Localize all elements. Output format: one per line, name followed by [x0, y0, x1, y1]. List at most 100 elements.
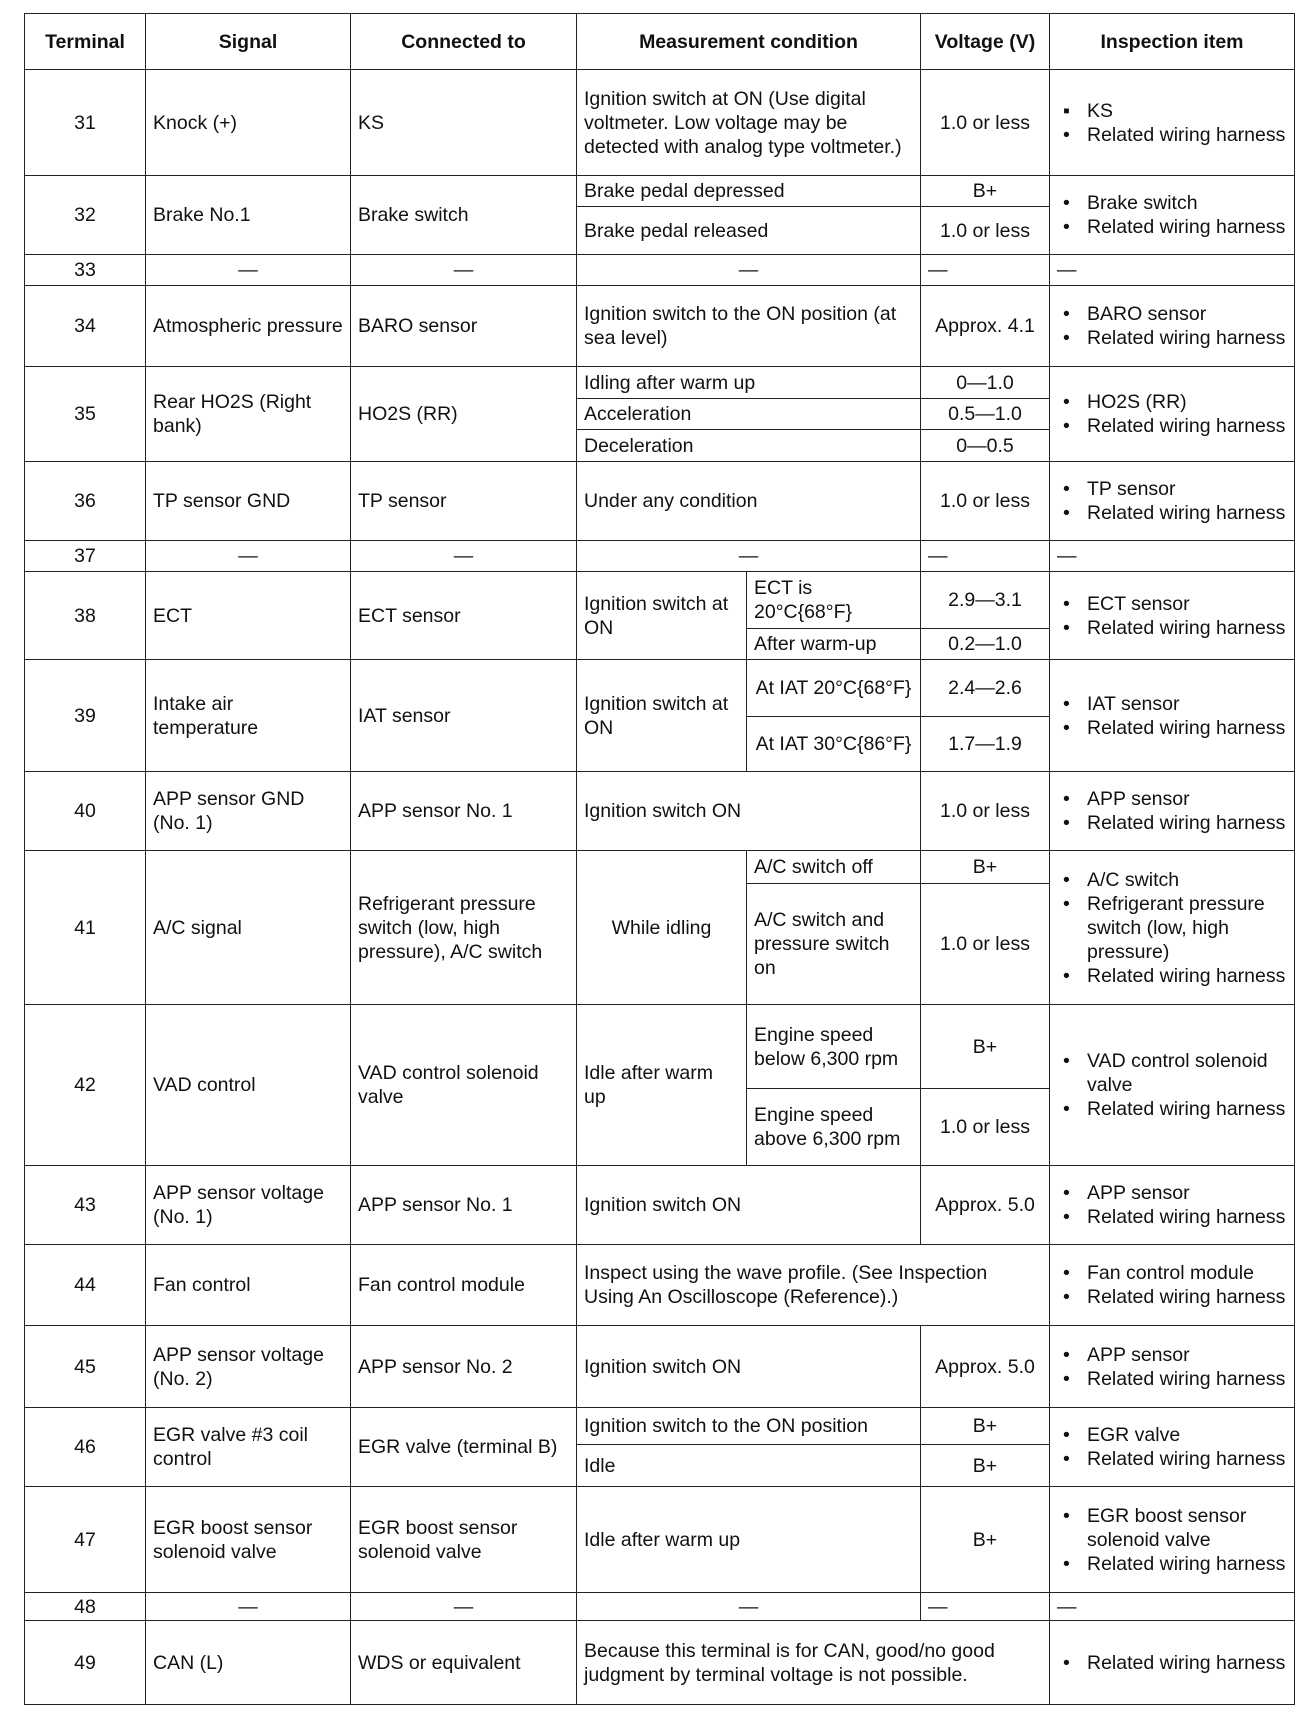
condition-cell: Acceleration [576, 398, 921, 430]
condition-cell: Ignition switch at ON (Use digital voltm… [576, 69, 921, 176]
condition-cell: A/C switch and pressure switch on [746, 883, 921, 1005]
terminal-cell: 46 [24, 1407, 146, 1487]
inspection-item: APP sensor [1057, 787, 1287, 811]
condition-cell: A/C switch off [746, 850, 921, 884]
condition-cell: Idle [576, 1444, 921, 1487]
table-row: 33— — — — — [24, 254, 1295, 286]
inspection-cell: A/C switchRefrigerant pressure switch (l… [1049, 850, 1295, 1005]
inspection-item: Related wiring harness [1057, 964, 1287, 988]
inspection-cell: ECT sensorRelated wiring harness [1049, 571, 1295, 660]
inspection-list: ECT sensorRelated wiring harness [1057, 592, 1287, 640]
condition-cell: Inspect using the wave profile. (See Ins… [576, 1244, 1050, 1326]
terminal-cell: 38 [24, 571, 146, 660]
inspection-item: HO2S (RR) [1057, 390, 1287, 414]
table-row: 32 Brake No.1 Brake switch Brake pedal depr… [24, 175, 1295, 255]
inspection-item: KS [1057, 99, 1287, 123]
inspection-list: A/C switchRefrigerant pressure switch (l… [1057, 868, 1287, 988]
signal-cell: VAD control [145, 1004, 351, 1166]
condition-cell: At IAT 20°C{68°F} [746, 659, 921, 717]
inspection-item: Related wiring harness [1057, 1447, 1287, 1471]
terminal-cell: 40 [24, 771, 146, 851]
voltage-cell: 1.7—1.9 [920, 716, 1050, 772]
condition-cell: Engine speed above 6,300 rpm [746, 1088, 921, 1166]
inspection-item: Related wiring harness [1057, 123, 1287, 147]
signal-cell: — [145, 254, 351, 286]
inspection-list: KSRelated wiring harness [1057, 99, 1287, 147]
condition-cell: Idle after warm up [576, 1486, 921, 1593]
signal-cell: APP sensor GND (No. 1) [145, 771, 351, 851]
condition-cell: Ignition switch ON [576, 1325, 921, 1408]
inspection-list: APP sensorRelated wiring harness [1057, 1343, 1287, 1391]
inspection-item: APP sensor [1057, 1343, 1287, 1367]
terminal-cell: 39 [24, 659, 146, 772]
condition-cell: Ignition switch to the ON position (at s… [576, 285, 921, 367]
voltage-cell: — [920, 254, 1050, 286]
voltage-cell: 0.2—1.0 [920, 628, 1050, 660]
inspection-list: VAD control solenoid valveRelated wiring… [1057, 1049, 1287, 1121]
inspection-list: TP sensorRelated wiring harness [1057, 477, 1287, 525]
voltage-cell: 1.0 or less [920, 206, 1050, 255]
voltage-cell: B+ [920, 1486, 1050, 1593]
inspection-cell: HO2S (RR)Related wiring harness [1049, 366, 1295, 462]
condition-group-cell: Ignition switch at ON [576, 659, 747, 772]
terminal-cell: 44 [24, 1244, 146, 1326]
header-row: Terminal Signal Connected to Measurement… [24, 13, 1295, 70]
connected-cell: — [350, 540, 577, 572]
connected-cell: APP sensor No. 2 [350, 1325, 577, 1408]
table-row: 44 Fan control Fan control module Inspect u… [24, 1244, 1295, 1326]
table-row: 38 ECT ECT sensor Ignition switch at ON ECT … [24, 571, 1295, 660]
header-measurement-condition: Measurement condition [576, 13, 921, 70]
voltage-cell: 1.0 or less [920, 69, 1050, 176]
signal-cell: Intake air temperature [145, 659, 351, 772]
inspection-item: Related wiring harness [1057, 215, 1287, 239]
terminal-cell: 31 [24, 69, 146, 176]
connected-cell: EGR boost sensor solenoid valve [350, 1486, 577, 1593]
table-subrow: A/C switch and pressure switch on 1.0 or … [25, 883, 1295, 1005]
header-voltage: Voltage (V) [920, 13, 1050, 70]
voltage-cell: 1.0 or less [920, 1088, 1050, 1166]
inspection-list: Related wiring harness [1057, 1651, 1287, 1675]
condition-cell: Ignition switch to the ON position [576, 1407, 921, 1445]
connected-cell: EGR valve (terminal B) [350, 1407, 577, 1487]
connected-cell: APP sensor No. 1 [350, 1165, 577, 1245]
signal-cell: Atmospheric pressure [145, 285, 351, 367]
inspection-cell: Brake switchRelated wiring harness [1049, 175, 1295, 255]
inspection-cell: TP sensorRelated wiring harness [1049, 461, 1295, 541]
inspection-cell: Related wiring harness [1049, 1620, 1295, 1705]
inspection-item: Related wiring harness [1057, 1097, 1287, 1121]
condition-cell: Under any condition [576, 461, 921, 541]
inspection-item: IAT sensor [1057, 692, 1287, 716]
inspection-list: EGR boost sensor solenoid valveRelated w… [1057, 1504, 1287, 1576]
connected-cell: BARO sensor [350, 285, 577, 367]
header-inspection-item: Inspection item [1049, 13, 1295, 70]
voltage-cell: Approx. 4.1 [920, 285, 1050, 367]
signal-cell: Knock (+) [145, 69, 351, 176]
voltage-cell: Approx. 5.0 [920, 1165, 1050, 1245]
table-subrow: Brake pedal released 1.0 or less [25, 206, 1295, 255]
inspection-cell: APP sensorRelated wiring harness [1049, 1165, 1295, 1245]
table-row: 42 VAD control VAD control solenoid valve I… [24, 1004, 1295, 1166]
inspection-cell: APP sensorRelated wiring harness [1049, 771, 1295, 851]
inspection-item: Brake switch [1057, 191, 1287, 215]
voltage-cell: 1.0 or less [920, 461, 1050, 541]
voltage-cell: 2.9—3.1 [920, 571, 1050, 629]
inspection-item: Related wiring harness [1057, 616, 1287, 640]
table-subrow: After warm-up 0.2—1.0 [25, 628, 1295, 660]
connected-cell: — [350, 254, 577, 286]
inspection-cell: Fan control moduleRelated wiring harness [1049, 1244, 1295, 1326]
inspection-item: Related wiring harness [1057, 1205, 1287, 1229]
inspection-cell: EGR valveRelated wiring harness [1049, 1407, 1295, 1487]
terminal-cell: 41 [24, 850, 146, 1005]
header-terminal: Terminal [24, 13, 146, 70]
condition-cell: At IAT 30°C{86°F} [746, 716, 921, 772]
voltage-cell: B+ [920, 1004, 1050, 1089]
condition-cell: Deceleration [576, 429, 921, 462]
inspection-item: EGR valve [1057, 1423, 1287, 1447]
table-row: 39 Intake air temperature IAT sensor Igniti… [24, 659, 1295, 772]
inspection-item: Related wiring harness [1057, 716, 1287, 740]
terminal-cell: 35 [24, 366, 146, 462]
inspection-item: Related wiring harness [1057, 1651, 1287, 1675]
connected-cell: WDS or equivalent [350, 1620, 577, 1705]
table-row: 43 APP sensor voltage (No. 1) APP sensor N… [24, 1165, 1295, 1245]
connected-cell: ECT sensor [350, 571, 577, 660]
